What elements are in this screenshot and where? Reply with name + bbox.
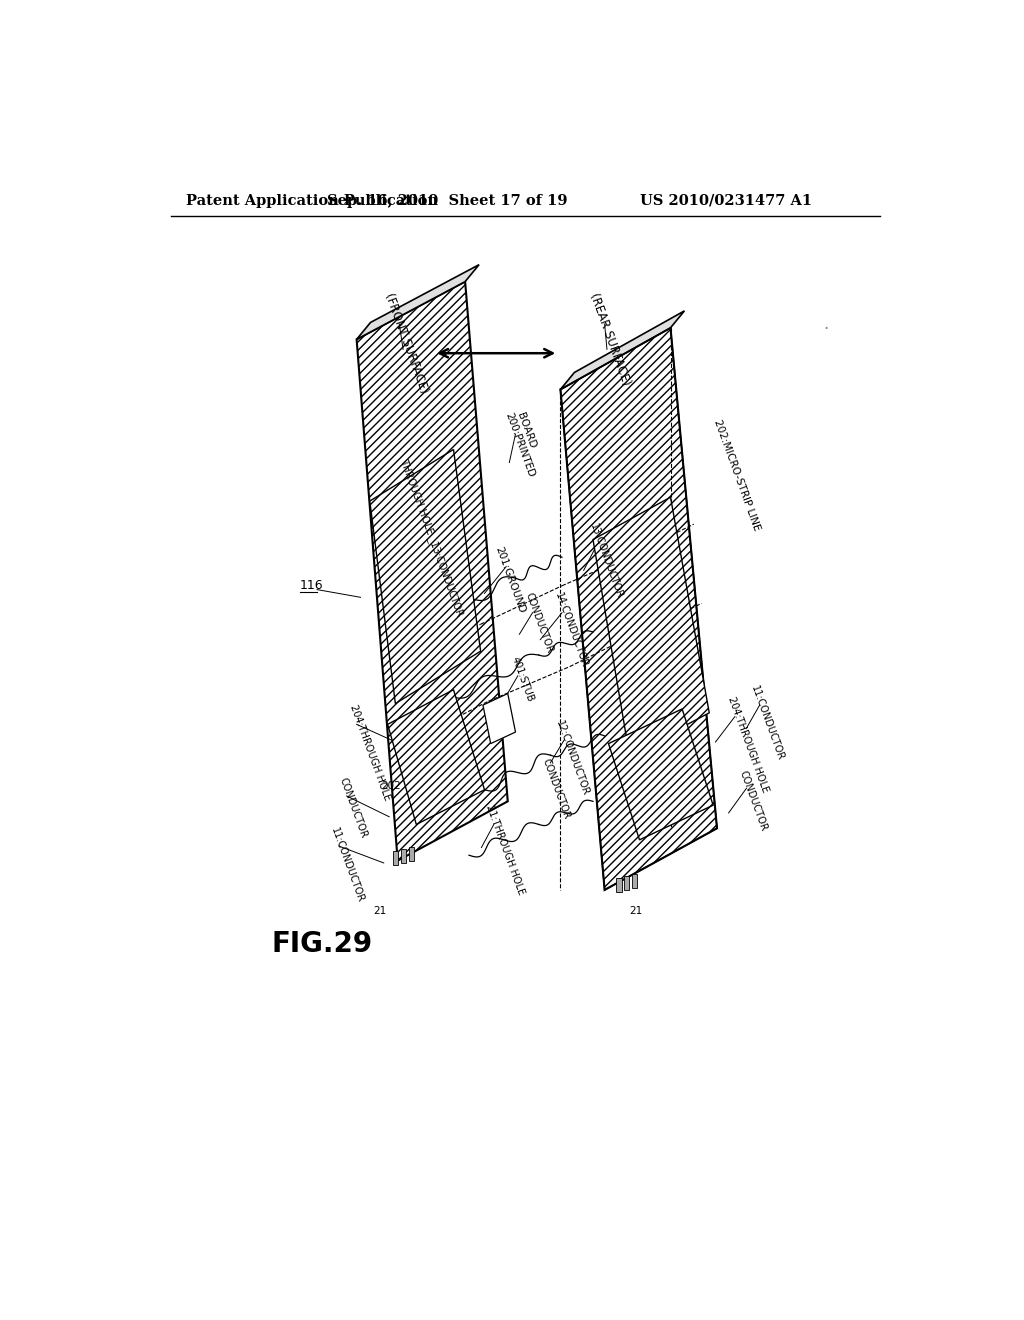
Text: 401:STUB: 401:STUB xyxy=(509,656,535,704)
Text: 21: 21 xyxy=(629,907,642,916)
Text: 12:CONDUCTOR: 12:CONDUCTOR xyxy=(554,719,591,797)
Text: (FRONT SURFACE): (FRONT SURFACE) xyxy=(382,290,431,395)
Polygon shape xyxy=(409,847,414,861)
Text: 21:THROUGH HOLE: 21:THROUGH HOLE xyxy=(483,804,525,896)
Text: 13:CONDUCTOR: 13:CONDUCTOR xyxy=(589,523,625,601)
Polygon shape xyxy=(560,327,717,890)
Text: US 2010/0231477 A1: US 2010/0231477 A1 xyxy=(640,194,812,207)
Text: (REAR SURFACE): (REAR SURFACE) xyxy=(587,290,633,387)
Text: BOARD: BOARD xyxy=(515,411,537,449)
Text: CONDUCTOR: CONDUCTOR xyxy=(738,768,769,832)
Text: CONDUCTOR: CONDUCTOR xyxy=(337,776,369,840)
Text: Patent Application Publication: Patent Application Publication xyxy=(186,194,438,207)
Polygon shape xyxy=(400,849,407,863)
Text: 204:THROUGH HOLE: 204:THROUGH HOLE xyxy=(726,696,770,795)
Polygon shape xyxy=(388,689,484,825)
Text: 21: 21 xyxy=(374,907,386,916)
Polygon shape xyxy=(560,312,684,389)
Text: 116: 116 xyxy=(300,579,324,593)
Text: 14:CONDUCTOR: 14:CONDUCTOR xyxy=(553,591,590,669)
Text: 201:GROUND: 201:GROUND xyxy=(494,545,527,615)
Polygon shape xyxy=(370,449,480,704)
Text: 11:CONDUCTOR: 11:CONDUCTOR xyxy=(329,826,366,904)
Polygon shape xyxy=(624,876,630,890)
Polygon shape xyxy=(393,851,398,866)
Text: CONDUCTOR: CONDUCTOR xyxy=(541,758,571,821)
Text: FIG.29: FIG.29 xyxy=(271,929,373,958)
Polygon shape xyxy=(632,874,637,887)
Polygon shape xyxy=(483,693,515,743)
Polygon shape xyxy=(356,264,479,339)
Text: CONDUCTOR: CONDUCTOR xyxy=(524,591,555,655)
Text: 202:MICRO-STRIP LINE: 202:MICRO-STRIP LINE xyxy=(713,418,762,532)
Polygon shape xyxy=(608,709,713,840)
Text: Sep. 16, 2010  Sheet 17 of 19: Sep. 16, 2010 Sheet 17 of 19 xyxy=(327,194,567,207)
Text: 11:CONDUCTOR: 11:CONDUCTOR xyxy=(750,684,786,762)
Polygon shape xyxy=(593,498,710,755)
Polygon shape xyxy=(616,878,622,892)
Text: 202: 202 xyxy=(382,781,401,791)
Text: 200:PRINTED: 200:PRINTED xyxy=(503,411,536,478)
Text: 204:THROUGH HOLE: 204:THROUGH HOLE xyxy=(348,704,392,803)
Text: .: . xyxy=(823,315,828,333)
Text: THROUGH HOLE _13:CONDUCTOR: THROUGH HOLE _13:CONDUCTOR xyxy=(398,457,465,618)
Polygon shape xyxy=(356,281,508,861)
